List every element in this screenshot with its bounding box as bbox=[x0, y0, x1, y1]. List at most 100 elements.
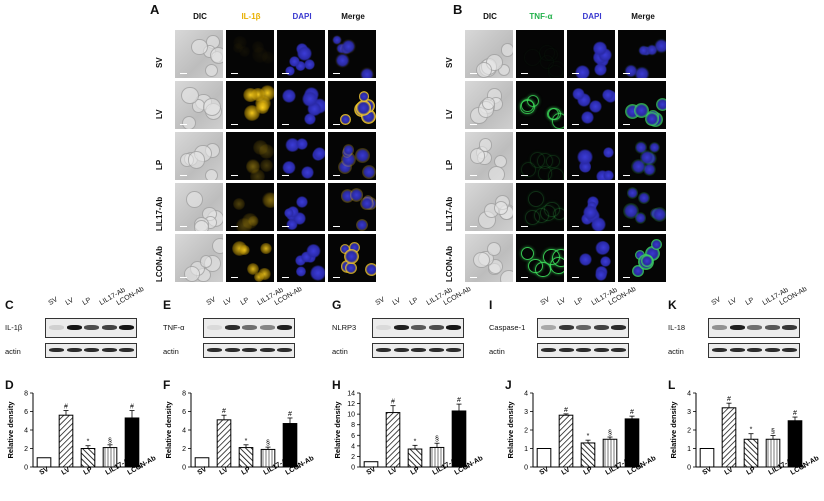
cell-shape bbox=[249, 168, 265, 180]
bar bbox=[216, 419, 232, 468]
row-label: SV bbox=[155, 57, 164, 68]
cell-shape bbox=[535, 261, 552, 278]
lane-label: LV bbox=[727, 296, 738, 307]
cell-shape bbox=[239, 244, 250, 256]
protein-band bbox=[84, 325, 99, 330]
cell-shape bbox=[335, 52, 351, 68]
cell-shape bbox=[193, 220, 209, 231]
y-axis-label: Relative density bbox=[506, 401, 515, 459]
cell-shape bbox=[358, 91, 370, 102]
significance-marker: # bbox=[457, 397, 461, 404]
cell-shape bbox=[282, 160, 297, 175]
cell-shape bbox=[577, 149, 594, 165]
cell-shape bbox=[493, 201, 509, 216]
row-label: LP bbox=[445, 159, 454, 170]
cell-shape bbox=[247, 262, 259, 275]
micrograph-tile bbox=[465, 132, 513, 180]
row-label: SV bbox=[445, 57, 454, 68]
cell-shape bbox=[211, 238, 223, 255]
panel-label-B: B bbox=[453, 2, 463, 17]
cell-shape bbox=[310, 265, 325, 282]
actin-band bbox=[764, 348, 780, 352]
y-tick-label: 2 bbox=[687, 428, 691, 435]
bar bbox=[536, 448, 552, 468]
bar-chart: Relative density02468SV#LV*LP§LIL17-Ab#L… bbox=[6, 391, 157, 477]
protein-band bbox=[242, 325, 257, 330]
micrograph-tile bbox=[328, 132, 376, 180]
actin-blot bbox=[537, 343, 629, 358]
protein-label: Caspase-1 bbox=[489, 323, 526, 332]
bar bbox=[624, 418, 640, 468]
actin-band bbox=[101, 348, 117, 352]
y-tick-label: 4 bbox=[182, 428, 186, 435]
cell-shape bbox=[283, 207, 295, 219]
scale-bar bbox=[231, 225, 238, 227]
micrograph-tile bbox=[567, 81, 615, 129]
panel-label: J bbox=[505, 378, 512, 392]
protein-band bbox=[782, 325, 797, 330]
cell-shape bbox=[236, 218, 253, 231]
lane-label: LP bbox=[573, 296, 585, 307]
cell-shape bbox=[520, 99, 535, 115]
row-label: LIL17-Ab bbox=[445, 196, 454, 231]
cell-shape bbox=[641, 255, 653, 267]
bar bbox=[80, 448, 96, 468]
cell-shape bbox=[261, 50, 274, 64]
cell-shape bbox=[185, 191, 203, 209]
scale-bar bbox=[572, 72, 579, 74]
actin-band bbox=[224, 348, 240, 352]
scale-bar bbox=[333, 225, 340, 227]
x-tick-label: LP bbox=[241, 466, 253, 477]
scale-bar bbox=[231, 72, 238, 74]
cell-shape bbox=[302, 91, 319, 107]
protein-band bbox=[49, 325, 64, 330]
y-tick-label: 8 bbox=[182, 391, 186, 398]
scale-bar bbox=[470, 174, 477, 176]
micrograph-tile bbox=[175, 234, 223, 282]
actin-band bbox=[558, 348, 574, 352]
cell-shape bbox=[478, 137, 493, 152]
cell-shape bbox=[246, 159, 261, 174]
protein-band bbox=[576, 325, 591, 330]
micrograph-tile bbox=[328, 183, 376, 231]
scale-bar bbox=[333, 72, 340, 74]
panel-label: G bbox=[332, 298, 342, 312]
protein-label: IL-1β bbox=[5, 323, 23, 332]
column-header: DIC bbox=[193, 12, 207, 21]
bar bbox=[787, 420, 803, 468]
panel-label: K bbox=[668, 298, 677, 312]
cell-shape bbox=[537, 166, 553, 180]
scale-bar bbox=[623, 174, 630, 176]
cell-shape bbox=[579, 252, 593, 267]
cell-shape bbox=[473, 251, 490, 269]
scale-bar bbox=[623, 123, 630, 125]
scale-bar bbox=[521, 225, 528, 227]
micrograph-tile bbox=[516, 81, 564, 129]
cell-shape bbox=[344, 249, 359, 265]
lane-label: LP bbox=[744, 296, 756, 307]
cell-shape bbox=[580, 111, 594, 124]
cell-shape bbox=[655, 97, 666, 111]
micrograph-tile bbox=[328, 81, 376, 129]
cell-shape bbox=[288, 55, 301, 68]
row-label: LP bbox=[155, 159, 164, 170]
protein-band bbox=[207, 325, 222, 330]
x-tick-label: LV bbox=[219, 466, 230, 476]
actin-band bbox=[576, 348, 591, 352]
micrograph-tile bbox=[516, 132, 564, 180]
micrograph-tile bbox=[516, 234, 564, 282]
cell-shape bbox=[539, 204, 556, 221]
micrograph-tile bbox=[226, 234, 274, 282]
micrograph-tile bbox=[277, 30, 325, 78]
scale-bar bbox=[521, 72, 528, 74]
y-axis-label: Relative density bbox=[669, 401, 678, 459]
scale-bar bbox=[521, 276, 528, 278]
cell-shape bbox=[296, 266, 307, 277]
panel-label: F bbox=[163, 378, 171, 392]
cell-shape bbox=[286, 218, 298, 231]
cell-shape bbox=[521, 161, 537, 177]
cell-shape bbox=[181, 86, 199, 105]
actin-band bbox=[593, 348, 609, 352]
cell-shape bbox=[204, 64, 219, 78]
scale-bar bbox=[282, 123, 289, 125]
